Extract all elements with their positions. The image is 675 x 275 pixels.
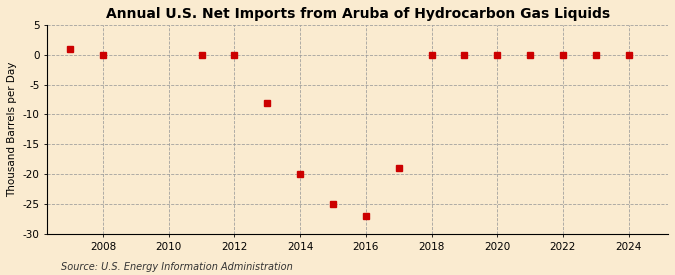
Y-axis label: Thousand Barrels per Day: Thousand Barrels per Day	[7, 62, 17, 197]
Title: Annual U.S. Net Imports from Aruba of Hydrocarbon Gas Liquids: Annual U.S. Net Imports from Aruba of Hy…	[105, 7, 610, 21]
Text: Source: U.S. Energy Information Administration: Source: U.S. Energy Information Administ…	[61, 262, 292, 272]
